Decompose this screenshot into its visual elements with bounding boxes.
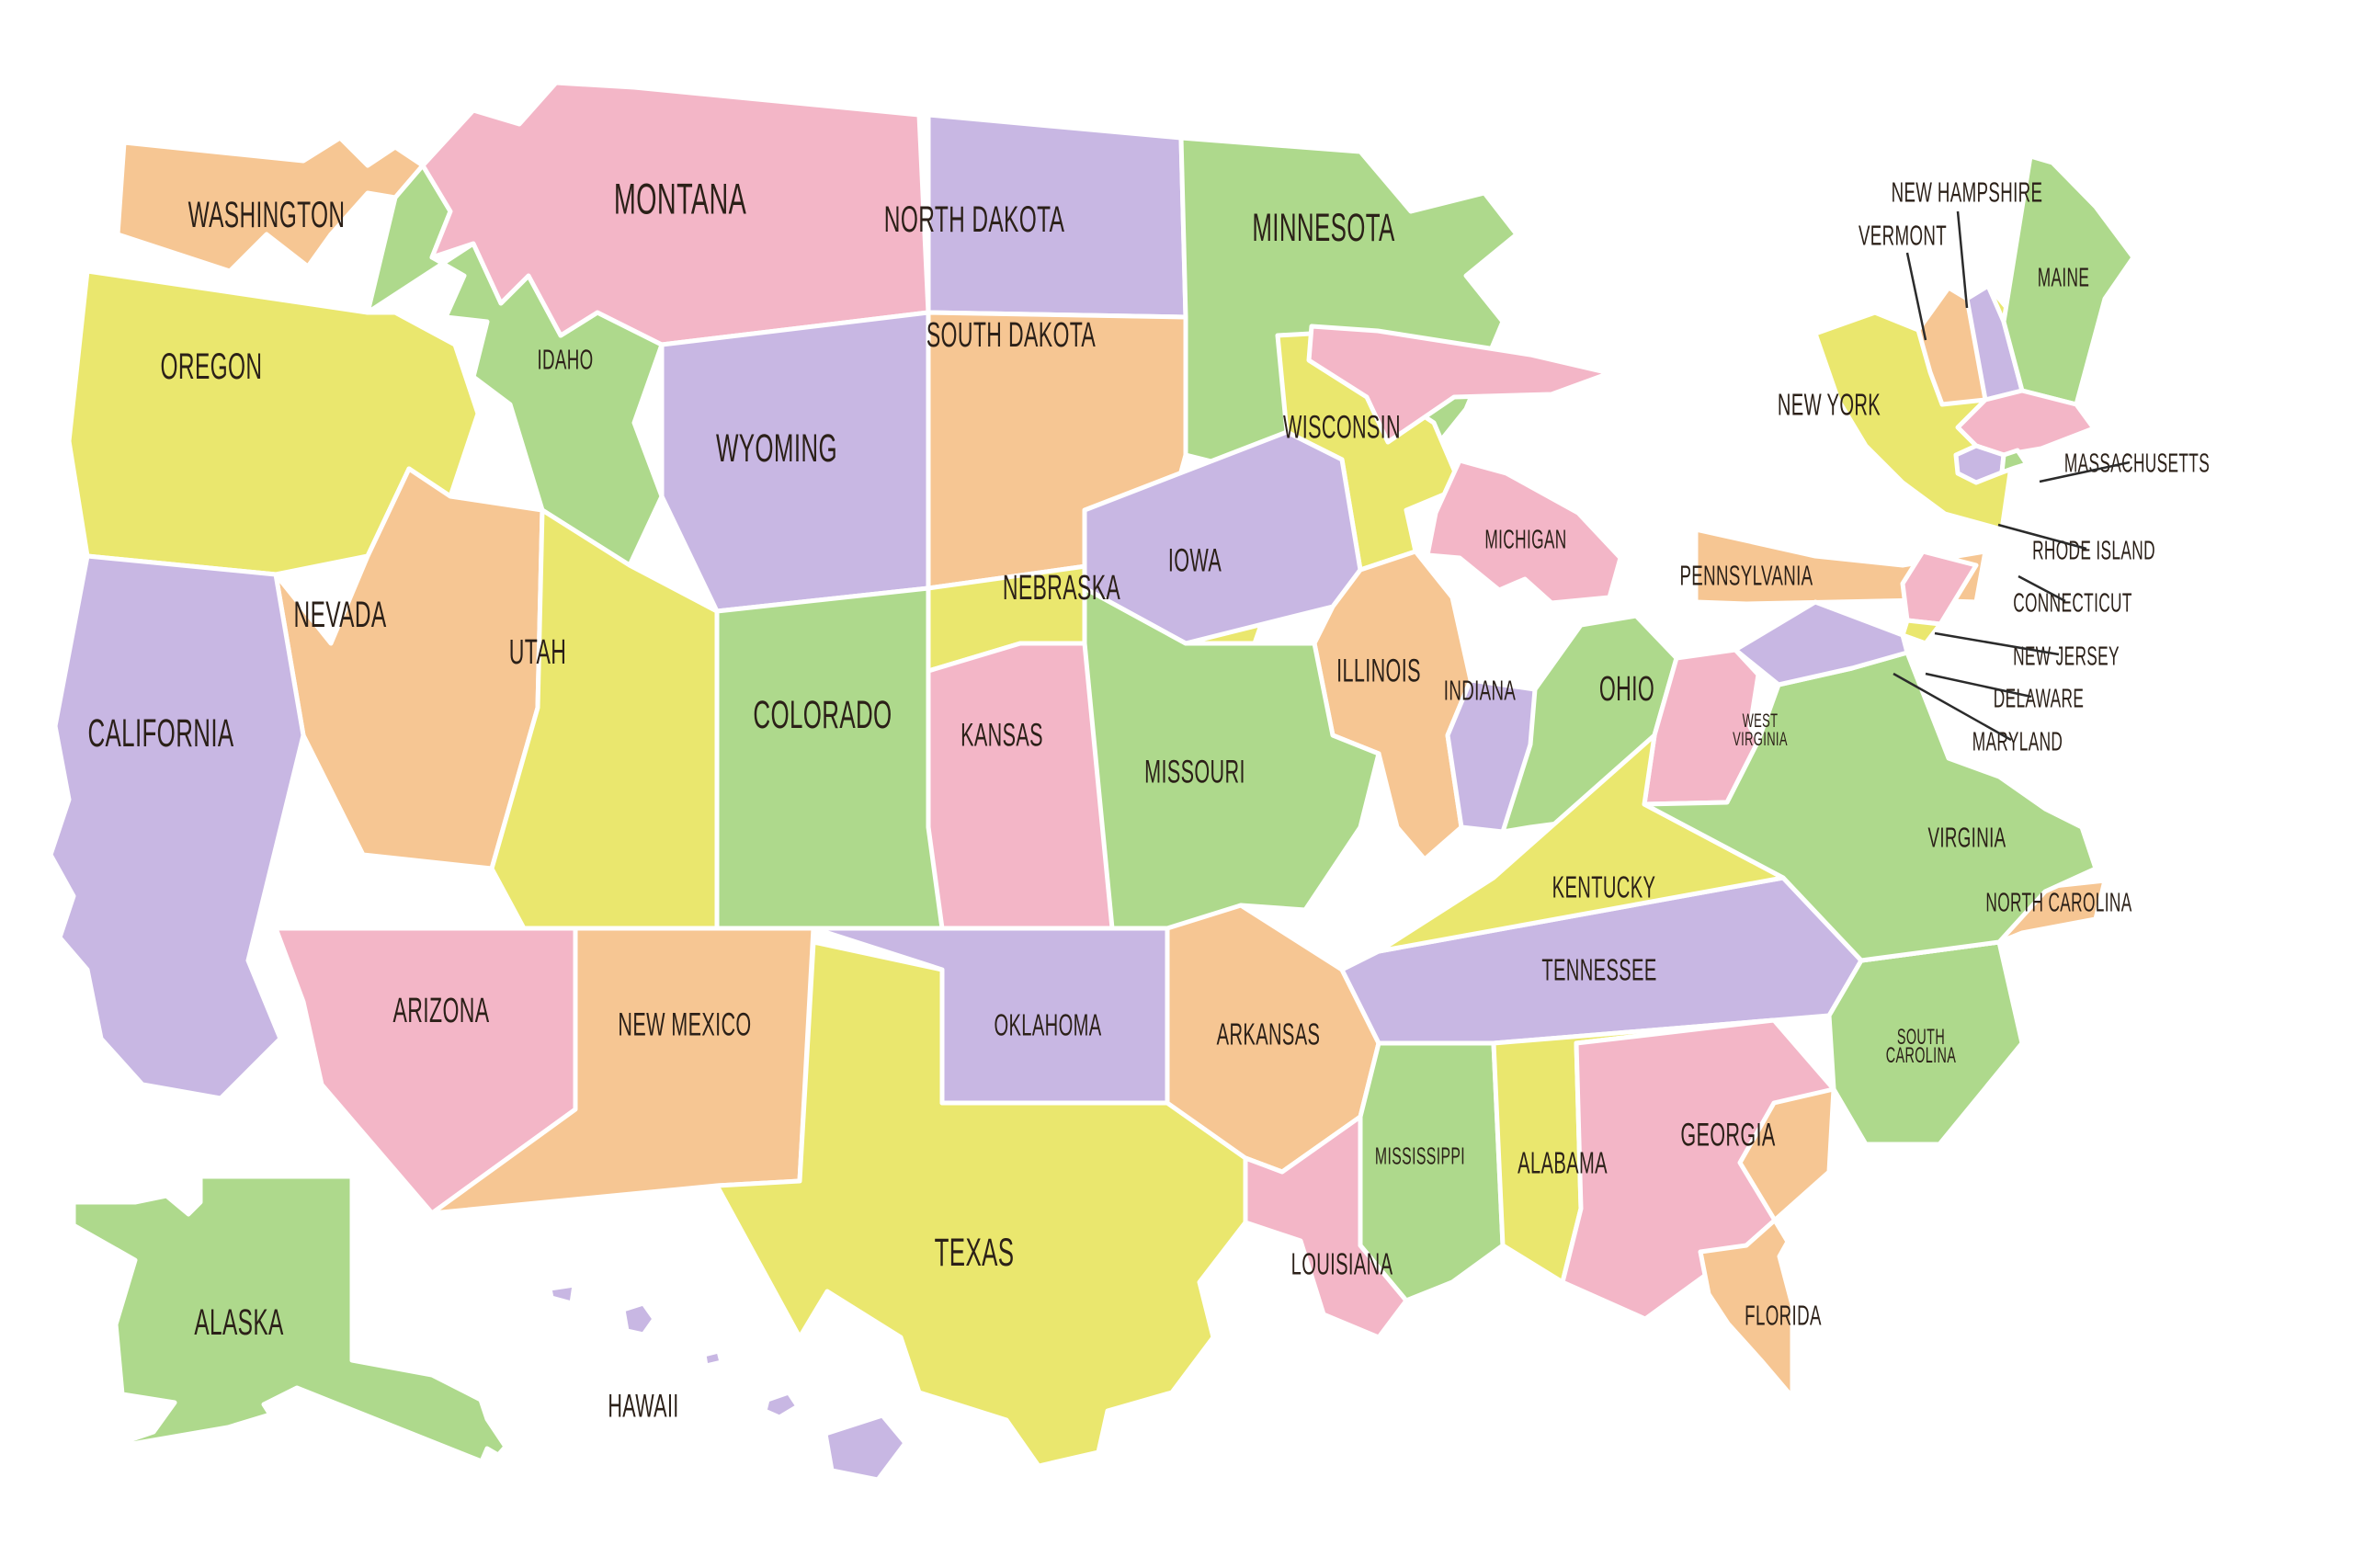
svg-text:MARYLAND: MARYLAND	[1972, 727, 2063, 756]
svg-text:GEORGIA: GEORGIA	[1680, 1117, 1775, 1153]
svg-text:MICHIGAN: MICHIGAN	[1484, 525, 1566, 553]
svg-text:ARIZONA: ARIZONA	[393, 991, 490, 1029]
svg-text:IOWA: IOWA	[1168, 542, 1222, 579]
svg-text:MAINE: MAINE	[2038, 263, 2089, 291]
svg-text:ARKANSAS: ARKANSAS	[1217, 1017, 1321, 1051]
svg-text:MINNESOTA: MINNESOTA	[1252, 207, 1394, 250]
svg-text:TEXAS: TEXAS	[935, 1232, 1015, 1275]
svg-text:TENNESSEE: TENNESSEE	[1541, 953, 1656, 987]
svg-text:NEVADA: NEVADA	[294, 595, 387, 636]
svg-text:ALABAMA: ALABAMA	[1518, 1146, 1608, 1180]
svg-text:KANSAS: KANSAS	[961, 717, 1043, 754]
svg-text:NEW HAMPSHIRE: NEW HAMPSHIRE	[1892, 177, 2043, 209]
svg-text:INDIANA: INDIANA	[1444, 676, 1516, 707]
svg-text:DELAWARE: DELAWARE	[1994, 684, 2084, 712]
svg-text:CALIFORNIA: CALIFORNIA	[87, 712, 233, 756]
svg-text:ALASKA: ALASKA	[194, 1302, 284, 1344]
svg-text:NEW JERSEY: NEW JERSEY	[2013, 642, 2120, 670]
svg-text:NORTH CAROLINA: NORTH CAROLINA	[1985, 888, 2131, 916]
svg-text:FLORIDA: FLORIDA	[1745, 1301, 1822, 1332]
svg-text:KENTUCKY: KENTUCKY	[1552, 870, 1656, 904]
svg-text:MISSOURI: MISSOURI	[1144, 754, 1245, 790]
svg-text:HAWAII: HAWAII	[608, 1388, 678, 1425]
svg-text:VIRGINIA: VIRGINIA	[1927, 823, 2006, 854]
svg-text:ILLINOIS: ILLINOIS	[1336, 653, 1421, 689]
svg-text:MASSACHUSETTS: MASSACHUSETTS	[2064, 449, 2210, 477]
svg-text:NEW MEXICO: NEW MEXICO	[618, 1006, 751, 1043]
svg-text:MONTANA: MONTANA	[614, 176, 746, 223]
svg-text:SOUTH DAKOTA: SOUTH DAKOTA	[926, 315, 1096, 354]
svg-text:OKLAHOMA: OKLAHOMA	[994, 1008, 1101, 1042]
svg-text:IDAHO: IDAHO	[537, 345, 593, 376]
svg-text:OREGON: OREGON	[161, 347, 263, 388]
svg-text:CONNECTICUT: CONNECTICUT	[2013, 588, 2132, 617]
svg-text:PENNSYLVANIA: PENNSYLVANIA	[1679, 561, 1813, 592]
svg-text:CAROLINA: CAROLINA	[1886, 1044, 1956, 1069]
svg-text:WASHINGTON: WASHINGTON	[188, 195, 346, 236]
svg-text:NEBRASKA: NEBRASKA	[1003, 568, 1120, 607]
svg-text:OHIO: OHIO	[1599, 669, 1654, 708]
svg-text:MISSISSIPPI: MISSISSIPPI	[1375, 1142, 1465, 1169]
svg-text:NEW YORK: NEW YORK	[1778, 388, 1881, 422]
svg-text:RHODE ISLAND: RHODE ISLAND	[2032, 536, 2155, 564]
svg-text:VIRGINIA: VIRGINIA	[1733, 728, 1788, 750]
svg-text:UTAH: UTAH	[509, 632, 566, 671]
svg-text:NORTH DAKOTA: NORTH DAKOTA	[884, 199, 1065, 241]
svg-text:COLORADO: COLORADO	[753, 694, 892, 737]
svg-text:LOUISIANA: LOUISIANA	[1291, 1247, 1393, 1281]
svg-text:VERMONT: VERMONT	[1859, 221, 1947, 252]
svg-text:WISCONSIN: WISCONSIN	[1283, 409, 1401, 446]
svg-text:WYOMING: WYOMING	[716, 427, 837, 471]
